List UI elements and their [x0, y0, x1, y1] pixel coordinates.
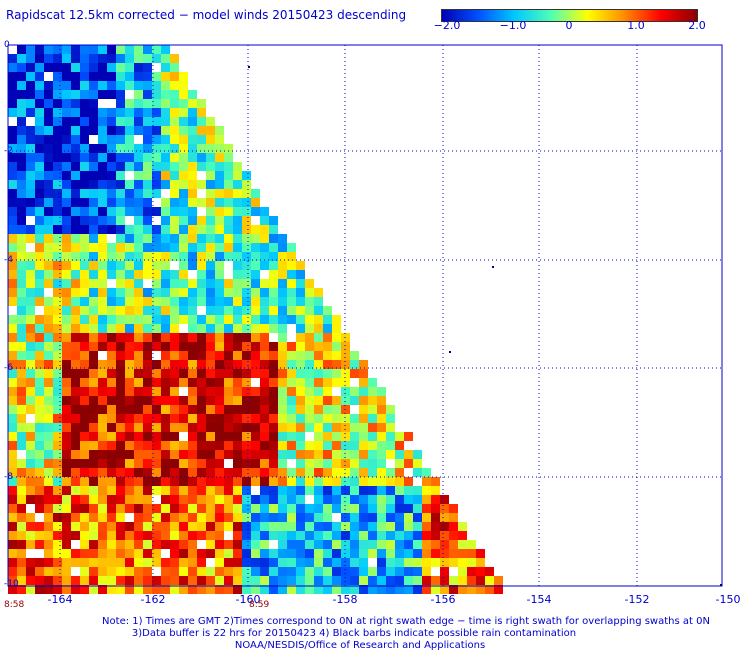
lon-label: -160	[235, 593, 261, 606]
lon-label: -162	[140, 593, 166, 606]
lat-label: -10	[4, 579, 19, 589]
colorbar-label: 1.0	[627, 19, 645, 32]
footnote-line: 3)Data buffer is 22 hrs for 20150423 4) …	[131, 628, 577, 639]
lat-label: -6	[4, 363, 13, 373]
colorbar-label: −2.0	[433, 19, 461, 32]
lon-label: -150	[715, 593, 740, 606]
colorbar-label: 0	[565, 19, 573, 32]
island-marker	[720, 584, 722, 586]
colorbar-label: 2.0	[688, 19, 706, 32]
swath-time-label: 8:58	[4, 600, 25, 610]
footnote-line: Note: 1) Times are GMT 2)Times correspon…	[102, 616, 710, 627]
map-frame	[7, 44, 723, 587]
island-marker	[492, 266, 494, 268]
lat-label: -8	[4, 472, 13, 482]
colorbar-label: −1.0	[499, 19, 527, 32]
lat-label: -4	[4, 255, 13, 265]
lat-label: 0	[4, 40, 10, 50]
map-grid	[8, 45, 722, 586]
island-marker	[449, 351, 451, 353]
colorbar	[441, 9, 698, 22]
lon-label: -158	[332, 593, 358, 606]
swath-time-label: 8:59	[249, 600, 270, 610]
lon-label: -152	[624, 593, 650, 606]
footnote-line: NOAA/NESDIS/Office of Research and Appli…	[234, 640, 486, 651]
lon-label: -164	[47, 593, 73, 606]
wind-cells	[8, 45, 503, 594]
lat-label: -2	[4, 146, 13, 156]
lon-label: -154	[526, 593, 552, 606]
map-title: Rapidscat 12.5km corrected − model winds…	[6, 8, 407, 22]
lon-label: -156	[430, 593, 456, 606]
island-marker	[248, 66, 250, 68]
